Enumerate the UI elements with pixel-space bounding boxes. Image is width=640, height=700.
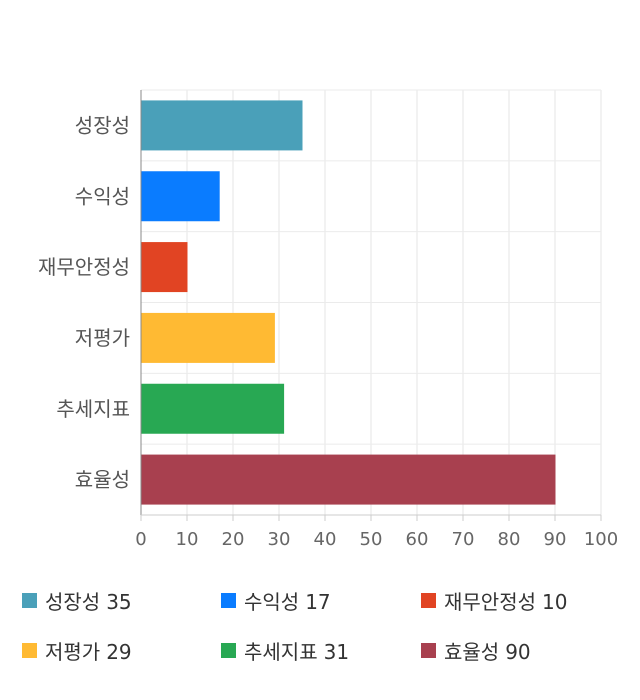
x-tick-label-70: 70	[452, 529, 475, 550]
bar-5	[140, 454, 556, 505]
legend-swatch-efficiency	[421, 642, 436, 658]
bar-4	[140, 383, 285, 434]
y-tick-label-3: 저평가	[75, 326, 130, 350]
legend-swatch-stability	[421, 592, 436, 608]
legend-swatch-growth	[22, 592, 37, 608]
legend-swatch-profitability	[221, 592, 236, 608]
bar-2	[140, 242, 188, 293]
legend-value-stability: 10	[542, 589, 568, 614]
legend-value-trend: 31	[323, 639, 350, 664]
legend-label-undervalued: 저평가	[45, 639, 101, 664]
legend-value-efficiency: 90	[505, 639, 531, 664]
bar-0	[140, 100, 303, 151]
y-tick-label-5: 효율성	[75, 468, 130, 492]
x-tick-label-30: 30	[268, 529, 291, 550]
legend-value-profitability: 17	[305, 589, 331, 614]
bar-3	[140, 312, 275, 363]
legend-value-growth: 35	[106, 589, 132, 614]
bar-1	[140, 171, 220, 222]
x-tick-label-50: 50	[360, 529, 383, 550]
legend-item-trend: 추세지표 31	[221, 638, 350, 664]
legend-item-efficiency: 효율성 90	[421, 638, 531, 664]
x-tick-label-0: 0	[135, 529, 146, 550]
x-tick-label-20: 20	[222, 529, 245, 550]
legend-item-profitability: 수익성 17	[221, 588, 331, 614]
x-tick-label-100: 100	[584, 529, 618, 550]
legend-label-trend: 추세지표	[244, 639, 318, 664]
x-tick-label-80: 80	[498, 529, 521, 550]
x-tick-label-60: 60	[406, 529, 429, 550]
legend-label-growth: 성장성	[45, 589, 101, 614]
y-tick-label-4: 추세지표	[56, 397, 130, 421]
legend-value-undervalued: 29	[106, 639, 132, 664]
legend-label-stability: 재무안정성	[444, 589, 536, 614]
y-tick-label-0: 성장성	[75, 113, 130, 137]
legend-swatch-trend	[221, 642, 236, 658]
chart-legend: 성장성 35 수익성 17 재무안정성 10 저평가 29 추세지표 31 효율성 90	[0, 580, 640, 690]
legend-label-profitability: 수익성	[244, 589, 300, 614]
legend-label-efficiency: 효율성	[444, 639, 500, 664]
x-tick-label-90: 90	[544, 529, 567, 550]
legend-item-undervalued: 저평가 29	[22, 638, 132, 664]
x-tick-label-10: 10	[176, 529, 199, 550]
y-tick-label-1: 수익성	[75, 184, 130, 208]
legend-swatch-undervalued	[22, 642, 37, 658]
legend-item-growth: 성장성 35	[22, 588, 132, 614]
y-tick-label-2: 재무안정성	[38, 255, 130, 279]
x-tick-label-40: 40	[314, 529, 337, 550]
legend-item-stability: 재무안정성 10	[421, 588, 568, 614]
